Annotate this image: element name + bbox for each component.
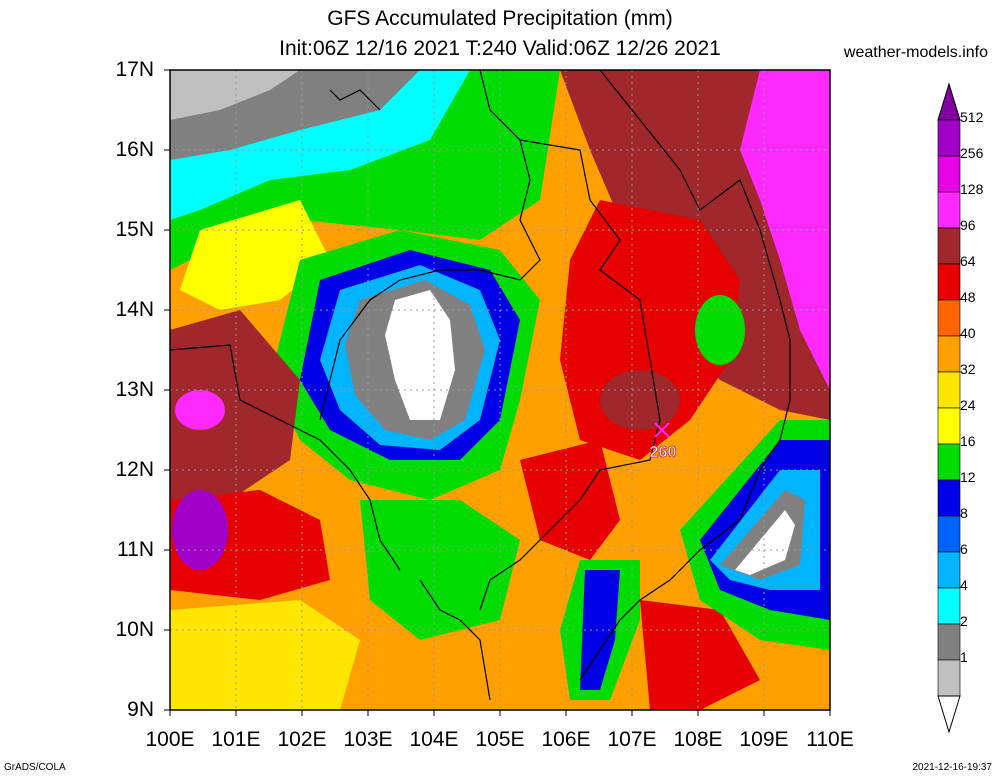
legend-label: 1	[960, 649, 968, 665]
legend-swatch	[937, 659, 961, 697]
legend-label: 24	[960, 397, 976, 413]
legend-swatch	[937, 587, 961, 625]
lat-label: 16N	[115, 138, 154, 161]
legend-label: 40	[960, 325, 976, 341]
lon-label: 107E	[607, 728, 657, 751]
legend-swatch	[937, 551, 961, 589]
footer-timestamp: 2021-12-16-19:37	[912, 762, 992, 773]
legend-swatch	[937, 371, 961, 409]
legend-label: 64	[960, 253, 976, 269]
lon-label: 104E	[409, 728, 459, 751]
lat-label: 13N	[115, 378, 154, 401]
legend-swatch	[937, 407, 961, 445]
legend-label: 6	[960, 541, 968, 557]
lat-label: 10N	[115, 618, 154, 641]
legend-swatch	[937, 191, 961, 229]
lon-label: 109E	[739, 728, 789, 751]
lat-label: 9N	[127, 698, 154, 721]
lat-label: 11N	[117, 538, 154, 561]
legend-label: 2	[960, 613, 968, 629]
chart-title: GFS Accumulated Precipitation (mm)	[327, 7, 673, 30]
legend-label: 4	[960, 577, 968, 593]
legend-label: 256	[960, 145, 984, 161]
legend-colorbar	[937, 82, 961, 734]
legend-label: 96	[960, 217, 976, 233]
lon-label: 108E	[673, 728, 723, 751]
legend-label: 128	[960, 181, 984, 197]
legend-label: 32	[960, 361, 976, 377]
legend-swatch	[937, 263, 961, 301]
legend-swatch	[937, 515, 961, 553]
legend-swatch	[937, 695, 961, 734]
lat-label: 17N	[115, 58, 154, 81]
legend-swatch	[937, 335, 961, 373]
legend-label: 512	[960, 109, 984, 125]
lon-label: 102E	[277, 728, 327, 751]
legend-label: 48	[960, 289, 976, 305]
lon-label: 103E	[343, 728, 393, 751]
legend-label: 16	[960, 433, 976, 449]
lat-label: 14N	[115, 298, 154, 321]
graticule	[170, 70, 830, 710]
legend-swatch	[937, 479, 961, 517]
legend-swatch	[937, 227, 961, 265]
legend-label: 8	[960, 505, 968, 521]
coastlines-borders	[169, 69, 791, 701]
legend-swatch	[937, 82, 961, 121]
lat-label: 15N	[115, 218, 154, 241]
lon-label: 106E	[541, 728, 591, 751]
lon-label: 101E	[211, 728, 261, 751]
lon-label: 100E	[145, 728, 195, 751]
legend-swatch	[937, 443, 961, 481]
axis-ticks	[164, 69, 831, 716]
legend-swatch	[937, 623, 961, 661]
chart-subtitle: Init:06Z 12/16 2021 T:240 Valid:06Z 12/2…	[279, 37, 721, 60]
site-credit: weather-models.info	[843, 44, 988, 61]
max-marker: 260	[649, 422, 677, 461]
legend-swatch	[937, 119, 961, 157]
legend-swatch	[937, 299, 961, 337]
legend-label: 12	[960, 469, 976, 485]
legend-swatch	[937, 155, 961, 193]
lat-label: 12N	[115, 458, 154, 481]
footer-source: GrADS/COLA	[4, 762, 66, 773]
lon-label: 110E	[806, 728, 854, 751]
max-marker-label: 260	[650, 444, 677, 461]
lon-label: 105E	[475, 728, 525, 751]
